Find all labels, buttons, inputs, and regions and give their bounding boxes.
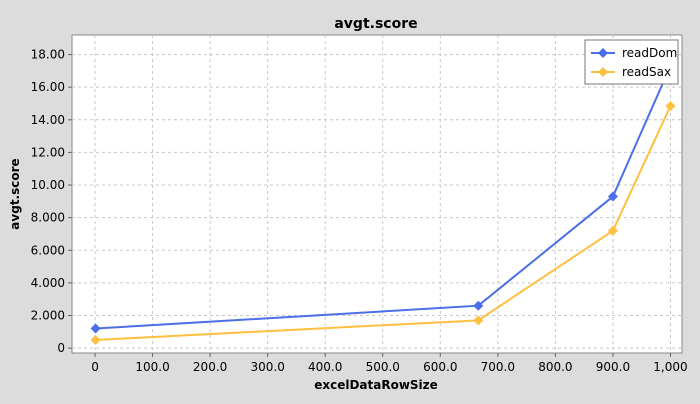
x-tick-label: 100.0: [135, 360, 169, 374]
x-tick-label: 600.0: [423, 360, 457, 374]
series-line-readDom: [95, 65, 672, 330]
legend-label-readSax: readSax: [622, 65, 671, 79]
y-tick-label: 12.00: [31, 145, 65, 159]
legend-label-readDom: readDom: [622, 46, 677, 60]
y-tick-label: 8.000: [31, 211, 65, 225]
data-point-readDom: [90, 323, 101, 334]
y-tick-label: 16.00: [31, 80, 65, 94]
data-point-readSax: [90, 334, 101, 345]
x-axis: 0 100.0 200.0 300.0 400.0 500.0 600.0 700.0 800.…: [91, 353, 688, 374]
legend: readDom readSax: [584, 39, 679, 85]
data-point-readSax: [473, 315, 484, 326]
legend-marker-readSax: [598, 67, 608, 77]
data-point-readSax: [607, 225, 618, 236]
x-tick-label: 1,000: [653, 360, 687, 374]
x-tick-label: 200.0: [193, 360, 227, 374]
y-axis-label: avgt.score: [8, 158, 22, 229]
chart-title: avgt.score: [334, 16, 417, 32]
y-tick-label: 6.000: [31, 243, 65, 257]
series-line-readSax: [95, 105, 672, 341]
x-tick-label: 700.0: [481, 360, 515, 374]
x-tick-label: 300.0: [250, 360, 284, 374]
legend-marker-readDom: [598, 48, 608, 58]
y-tick-label: 2.000: [31, 308, 65, 322]
x-tick-label: 800.0: [538, 360, 572, 374]
y-tick-label: 0: [57, 341, 65, 355]
data-point-readDom: [473, 300, 484, 311]
series-layer: [90, 60, 676, 345]
x-tick-label: 900.0: [596, 360, 630, 374]
data-point-readDom: [607, 191, 618, 202]
x-tick-label: 500.0: [366, 360, 400, 374]
y-axis: 0 2.000 4.000 6.000 8.000 10.00 12.00 14.00 16.0…: [31, 48, 72, 355]
plot-area: [71, 34, 683, 354]
x-tick-label: 0: [91, 360, 99, 374]
y-tick-label: 4.000: [31, 276, 65, 290]
data-point-readSax: [665, 100, 676, 111]
x-axis-label: excelDataRowSize: [314, 378, 438, 392]
x-tick-label: 400.0: [308, 360, 342, 374]
legend-box: [584, 39, 679, 85]
y-tick-label: 18.00: [31, 48, 65, 62]
y-tick-label: 14.00: [31, 113, 65, 127]
grid-lines: [72, 35, 682, 353]
y-tick-label: 10.00: [31, 178, 65, 192]
